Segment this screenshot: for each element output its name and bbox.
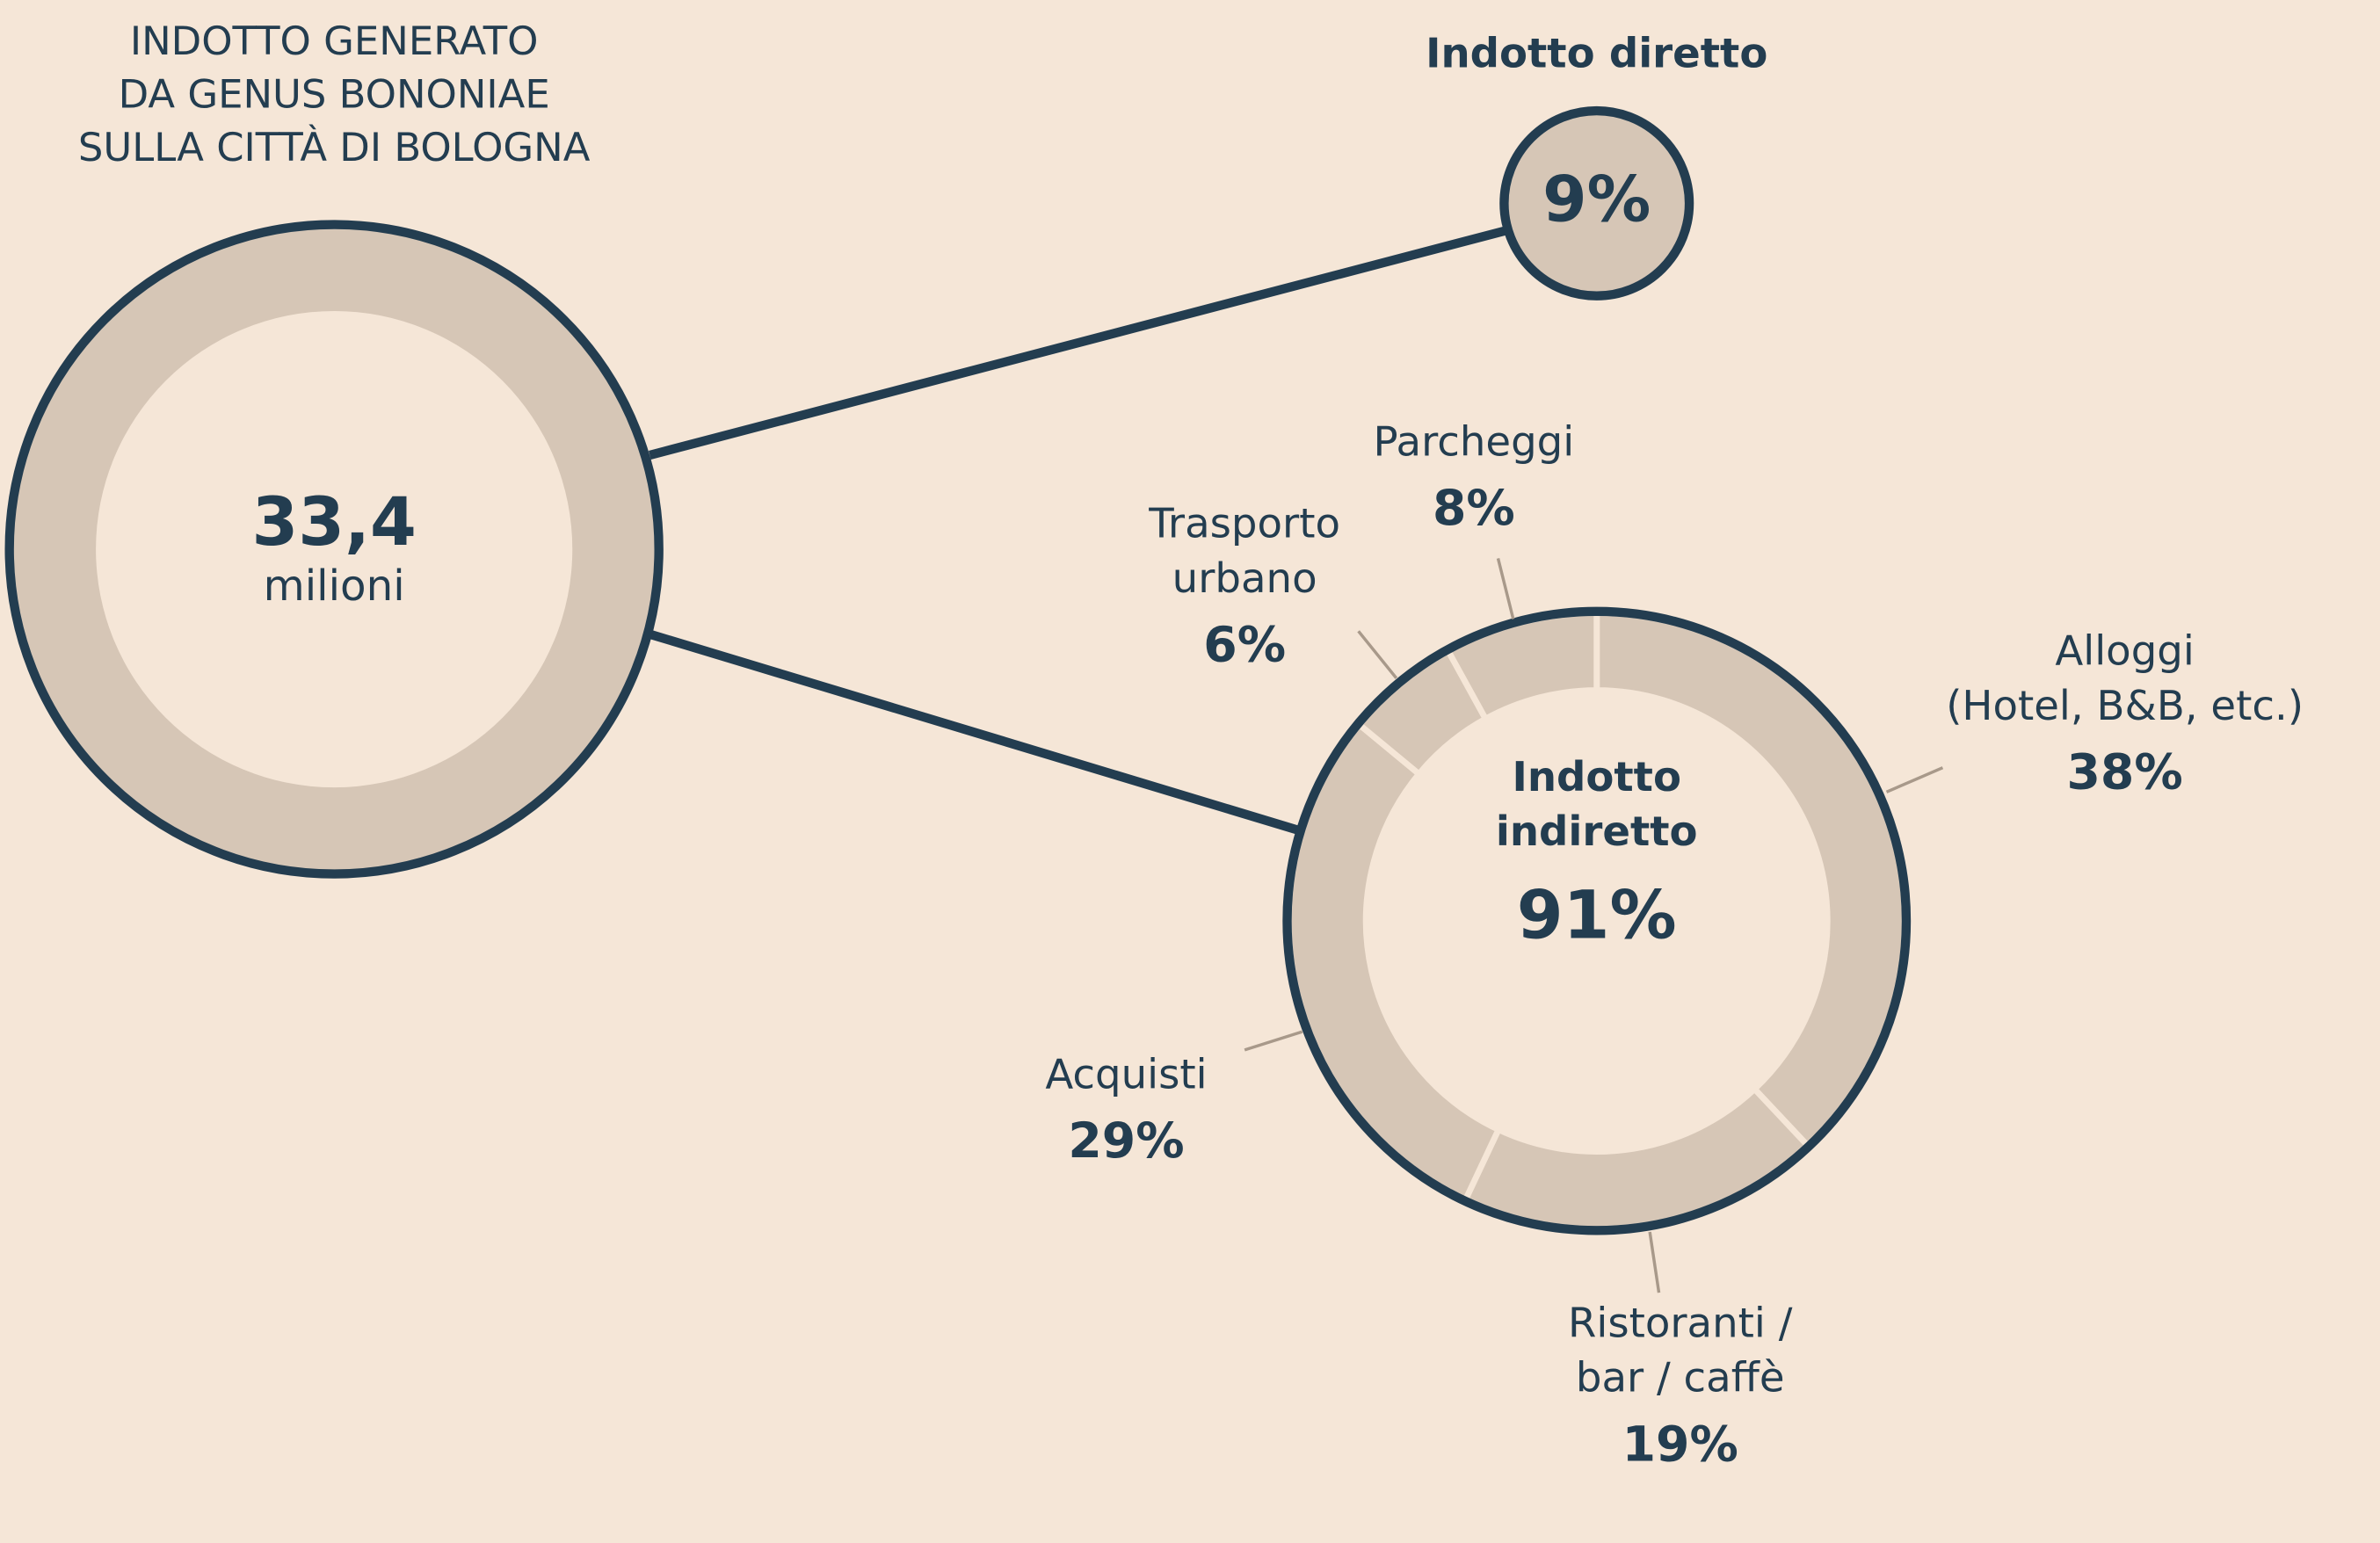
direct-circle (1499, 105, 1694, 301)
leader-line (1648, 1231, 1661, 1293)
total-inner (96, 310, 573, 788)
category-label: Trasporto (1148, 500, 1340, 547)
category-label: (Hotel, B&B, etc.) (1946, 682, 2304, 729)
value-label: 8% (1433, 481, 1515, 537)
title-line: SULLA CITTÀ DI BOLOGNA (78, 124, 591, 170)
donut-outline (1282, 606, 1912, 1235)
connector (648, 226, 1507, 460)
connector (648, 629, 1304, 837)
value-label: 6% (1203, 617, 1286, 673)
category-label: urbano (1172, 554, 1317, 602)
title-line: DA GENUS BONONIAE (119, 71, 550, 118)
indirect-name: Indotto (1512, 753, 1681, 800)
category-label: Acquisti (1045, 1050, 1207, 1097)
leader-line (1885, 766, 1944, 793)
indirect-value: 91% (1517, 875, 1677, 953)
value-label: 38% (2066, 744, 2182, 800)
value-label: 19% (1622, 1416, 1738, 1473)
leader-line (1244, 1030, 1303, 1052)
category-label: bar / caffè (1576, 1354, 1785, 1402)
leader-line (1496, 557, 1515, 619)
category-label: Alloggi (2055, 627, 2194, 675)
leader-line (1357, 630, 1398, 679)
direct-value: 9% (1542, 163, 1651, 236)
value-label: 29% (1068, 1113, 1184, 1170)
total-unit: milioni (264, 561, 405, 611)
indirect-name: indiretto (1496, 808, 1698, 855)
category-label: Ristoranti / (1568, 1300, 1793, 1347)
direct-name: Indotto diretto (1426, 29, 1767, 76)
title-line: INDOTTO GENERATO (130, 18, 539, 64)
total-value: 33,4 (251, 482, 416, 561)
category-label: Parcheggi (1374, 417, 1575, 465)
